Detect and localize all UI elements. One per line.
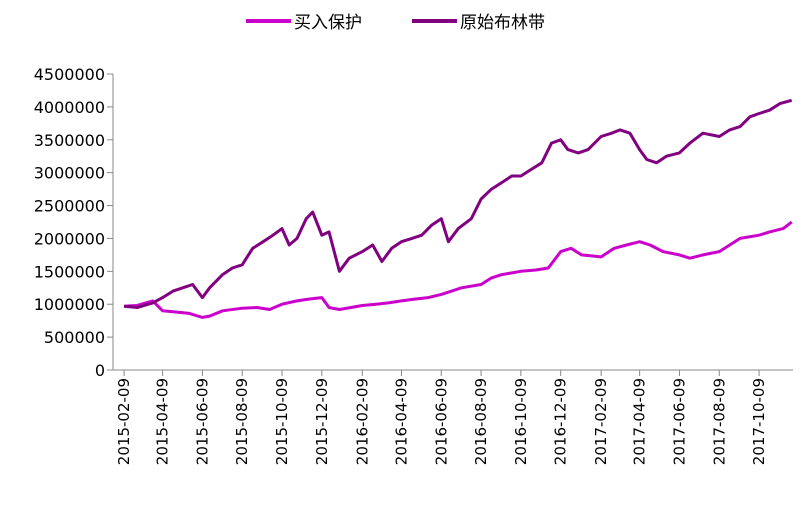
x-tick-label: 2016-04-09 — [392, 378, 410, 465]
legend-label-1: 买入保护 — [294, 13, 362, 33]
x-tick-label: 2017-06-09 — [670, 378, 688, 465]
x-tick-label: 2017-10-09 — [750, 378, 768, 465]
y-tick-label: 3000000 — [34, 164, 105, 183]
x-tick-label: 2016-02-09 — [353, 378, 371, 465]
x-tick-label: 2016-06-09 — [432, 378, 450, 465]
y-tick-label: 1500000 — [34, 262, 105, 281]
series-line-2 — [123, 98, 793, 309]
x-tick-label: 2016-12-09 — [552, 378, 570, 465]
y-tick-label: 2500000 — [34, 197, 105, 216]
x-tick-label: 2017-02-09 — [592, 378, 610, 465]
x-tick-label: 2016-08-09 — [472, 378, 490, 465]
y-tick-label: 4500000 — [34, 65, 105, 84]
x-tick-label: 2015-02-09 — [115, 378, 133, 465]
y-tick-label: 3500000 — [34, 131, 105, 150]
x-tick-label: 2017-04-09 — [631, 378, 649, 465]
y-tick-label: 4000000 — [34, 98, 105, 117]
x-tick-label: 2015-04-09 — [154, 378, 172, 465]
x-axis: 2015-02-09 2015-04-09 2015-06-09 2015-08-09… — [113, 369, 793, 465]
y-tick-label: 500000 — [44, 328, 105, 347]
x-tick-label: 2017-08-09 — [710, 378, 728, 465]
x-tick-label: 2015-06-09 — [193, 378, 211, 465]
legend: 买入保护 原始布林带 — [246, 13, 545, 33]
plot-area — [123, 98, 793, 319]
x-tick-label: 2016-10-09 — [512, 378, 530, 465]
legend-label-2: 原始布林带 — [460, 13, 545, 33]
y-tick-label: 0 — [95, 361, 105, 380]
x-tick-label: 2015-08-09 — [233, 378, 251, 465]
y-tick-label: 2000000 — [34, 229, 105, 248]
x-tick-label: 2015-10-09 — [273, 378, 291, 465]
series-line-1 — [124, 220, 793, 319]
y-axis: 0 500000 1000000 1500000 2000000 2500000 30000… — [34, 65, 114, 380]
y-tick-label: 1000000 — [34, 295, 105, 314]
x-tick-label: 2015-12-09 — [313, 378, 331, 465]
